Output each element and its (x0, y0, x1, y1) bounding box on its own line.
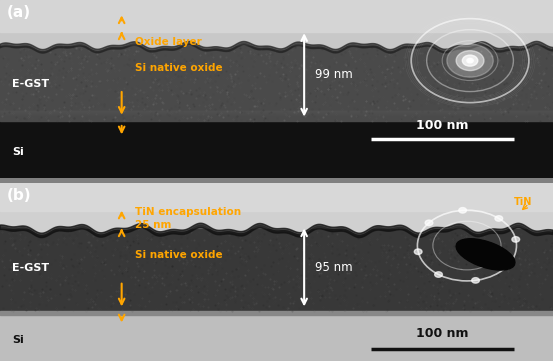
Bar (0, 114, 553, 115)
Bar (0, 112, 553, 113)
Bar (0, 117, 553, 118)
Text: 99 nm: 99 nm (315, 68, 353, 81)
Bar (0, 110, 553, 111)
Text: (a): (a) (7, 5, 31, 20)
Text: 100 nm: 100 nm (416, 119, 468, 132)
Text: (b): (b) (7, 188, 32, 203)
Bar (0, 115, 553, 116)
Text: TiN encapsulation
25 nm: TiN encapsulation 25 nm (135, 207, 242, 230)
Text: E-GST: E-GST (12, 263, 49, 273)
Bar (0, 113, 553, 114)
Bar (0, 119, 553, 120)
Bar (0, 117, 553, 118)
Text: 100 nm: 100 nm (416, 327, 468, 340)
Bar (0, 0, 553, 32)
Text: Si native oxide: Si native oxide (135, 250, 223, 260)
Bar (0, 116, 553, 117)
Text: Si: Si (12, 335, 24, 345)
Text: E-GST: E-GST (12, 79, 49, 89)
Text: Si native oxide: Si native oxide (135, 63, 223, 73)
Bar (0, 111, 553, 112)
Text: Si: Si (12, 147, 24, 157)
Text: Oxide layer: Oxide layer (135, 38, 202, 47)
Bar (0, 183, 553, 211)
Bar (0, 121, 553, 178)
Bar (0, 118, 553, 119)
Bar (0, 315, 553, 361)
Bar (0, 120, 553, 121)
Bar (0, 46, 553, 121)
Bar (0, 120, 553, 121)
Bar (0, 229, 553, 311)
Bar (0, 311, 553, 315)
Bar (0, 116, 553, 117)
Text: 95 nm: 95 nm (315, 261, 353, 274)
Bar (0, 118, 553, 119)
Bar (0, 119, 553, 120)
